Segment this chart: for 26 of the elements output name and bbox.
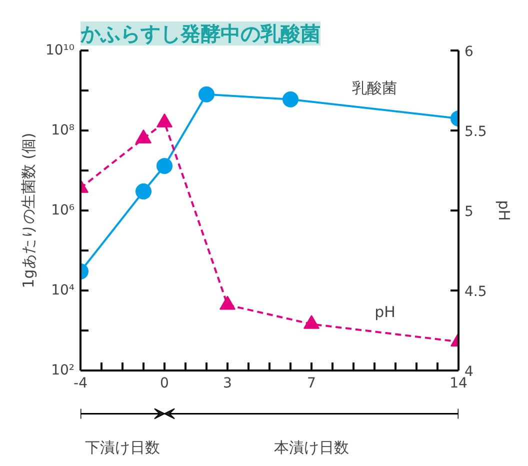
y2-tick-label: 4.5 xyxy=(464,284,487,300)
text: 本漬け日数 xyxy=(274,438,349,457)
y-tick-label: 10¹⁰ xyxy=(45,42,75,58)
point xyxy=(156,158,172,174)
series-label: pH xyxy=(374,302,396,321)
series-label: 乳酸菌 xyxy=(352,78,397,97)
point xyxy=(136,183,152,200)
text: 下漬け日数 xyxy=(85,438,160,457)
x-tick-label: 3 xyxy=(223,376,232,392)
y2-tick-label: 5.5 xyxy=(464,124,487,140)
point xyxy=(198,86,214,102)
y-axis-title: 1gあたりの生菌数 (個) xyxy=(19,132,38,288)
y-tick-label: 10⁶ xyxy=(51,202,75,218)
y2-tick-label: 5 xyxy=(464,204,474,220)
chart-title: かふらすし発酵中の乳酸菌 xyxy=(80,22,320,46)
x-tick-label: 0 xyxy=(160,376,169,392)
y2-tick-label: 4 xyxy=(464,364,474,380)
y-tick-label: 10² xyxy=(51,362,75,378)
y-tick-label: 10⁸ xyxy=(51,122,75,138)
point xyxy=(282,91,298,108)
y2-axis-title: pH xyxy=(494,200,513,221)
x-tick-label: -4 xyxy=(74,376,88,392)
y-tick-label: 10⁴ xyxy=(51,282,75,298)
x-tick-label: 14 xyxy=(450,376,468,392)
x-tick-label: 7 xyxy=(307,376,316,392)
y2-tick-label: 6 xyxy=(464,44,474,60)
